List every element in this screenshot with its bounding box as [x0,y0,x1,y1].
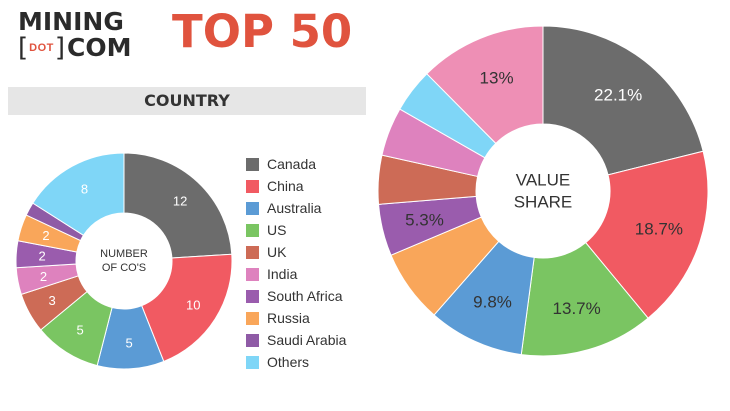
data-label-australia: 5 [126,335,133,350]
legend-label: US [267,222,287,238]
data-label-south-africa: 2 [39,248,46,263]
legend-label: Australia [267,200,322,216]
legend-swatch [246,157,259,171]
legend-swatch [246,223,259,237]
legend-item-china: China [246,175,346,197]
logo-mining-text: MINING [18,7,124,36]
data-label-china: 10 [186,297,200,312]
chart-legend: Canada China Australia US UK India South Afric… [246,153,346,373]
section-title-country: COUNTRY [8,87,366,115]
data-label-india: 2 [40,269,47,284]
center-label-line-2: SHARE [514,193,573,212]
center-label-line-1: NUMBER [100,248,148,260]
data-label-canada: 22.1% [594,85,642,104]
legend-item-india: India [246,263,346,285]
legend-label: China [267,178,304,194]
data-label-us: 13.7% [553,299,601,318]
slice-unlabeled [426,25,544,145]
legend-swatch [246,245,259,259]
legend-label: South Africa [267,288,343,304]
legend-swatch [246,267,259,281]
slice-others [32,152,125,236]
legend-item-others: Others [246,351,346,373]
legend-item-australia: Australia [246,197,346,219]
logo-bracket-open: [ [18,33,29,63]
data-label-us: 5 [76,323,83,338]
slice-canada [542,25,704,176]
slice-china [141,253,233,363]
legend-item-canada: Canada [246,153,346,175]
center-label-line-1: VALUE [516,171,571,190]
center-label-line-2: OF CO'S [102,262,146,274]
data-label-unlabeled: 13% [480,69,514,88]
logo-dot-text: DOT [29,42,54,54]
legend-label: India [267,266,298,282]
logo-bracket-close: ] [54,33,66,63]
legend-item-russia: Russia [246,307,346,329]
legend-swatch [246,201,259,215]
slice-canada [123,152,233,259]
donut-value-share: 22.1% 18.7% 13.7% 9.8% 5.3% 13% VALUE SHARE [377,25,709,357]
data-label-russia: 2 [42,228,49,243]
logo-dotcom-row: [ DOT ] COM [18,33,132,63]
data-label-south-africa: 5.3% [405,211,444,230]
slice-china [584,150,709,319]
mining-dot-com-logo: MINING [ DOT ] COM [18,8,153,64]
data-label-australia: 9.8% [473,293,512,312]
legend-item-uk: UK [246,241,346,263]
legend-label: Others [267,354,310,370]
logo-com-text: COM [67,33,132,62]
legend-item-saudi-arabia: Saudi Arabia [246,329,346,351]
legend-label: Canada [267,156,317,172]
legend-swatch [246,333,259,347]
legend-label: Russia [267,310,310,326]
data-label-others: 8 [81,182,88,197]
data-label-uk: 3 [49,293,56,308]
legend-item-south-africa: South Africa [246,285,346,307]
legend-swatch [246,311,259,325]
legend-swatch [246,289,259,303]
legend-label: Saudi Arabia [267,332,347,348]
data-label-china: 18.7% [635,220,683,239]
legend-swatch [246,179,259,193]
legend-swatch [246,355,259,369]
headline-top-50: TOP 50 [172,5,353,58]
legend-item-us: US [246,219,346,241]
legend-label: UK [267,244,287,260]
data-label-canada: 12 [173,194,187,209]
